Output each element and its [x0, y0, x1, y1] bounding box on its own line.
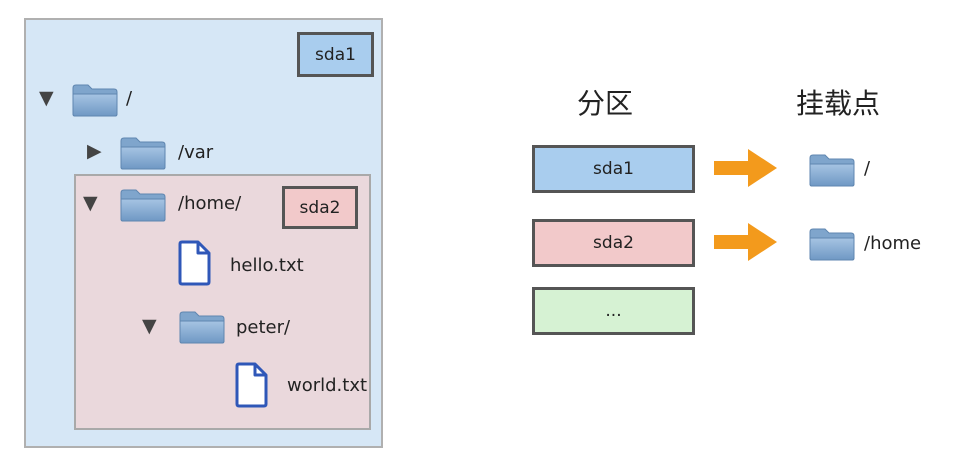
- root-folder-label: /: [126, 88, 133, 109]
- triangle-down-icon[interactable]: ▼: [142, 315, 157, 337]
- partition-box-sda2: sda2: [532, 219, 695, 267]
- file-icon: [233, 362, 269, 408]
- sda2-tag: sda2: [282, 186, 358, 229]
- mount-point-label: /: [864, 158, 871, 179]
- partition-box-other: ...: [532, 287, 695, 335]
- partition-heading: 分区: [577, 87, 634, 120]
- partition-label: sda1: [593, 159, 634, 179]
- file-icon: [176, 240, 212, 286]
- triangle-down-icon[interactable]: ▼: [83, 192, 98, 214]
- triangle-down-icon[interactable]: ▼: [39, 87, 54, 109]
- partition-box-sda1: sda1: [532, 145, 695, 193]
- folder-icon: [808, 226, 856, 262]
- folder-icon: [178, 309, 226, 345]
- peter-folder-label: peter/: [236, 317, 291, 338]
- home-folder-label: /home/: [178, 193, 242, 214]
- arrow-right-icon: [714, 222, 778, 262]
- folder-icon: [71, 82, 119, 118]
- folder-icon: [119, 135, 167, 171]
- world-file-label: world.txt: [287, 375, 368, 396]
- sda2-tag-label: sda2: [299, 197, 341, 218]
- partition-label: sda2: [593, 233, 634, 253]
- sda1-tag: sda1: [297, 32, 374, 77]
- folder-icon: [808, 152, 856, 188]
- partition-label: ...: [605, 301, 622, 321]
- mount-point-heading: 挂载点: [796, 87, 881, 120]
- sda1-tag-label: sda1: [315, 44, 356, 65]
- triangle-right-icon[interactable]: ▶: [87, 140, 102, 162]
- mount-point-label: /home: [864, 233, 922, 254]
- var-folder-label: /var: [178, 142, 214, 163]
- hello-file-label: hello.txt: [230, 255, 304, 276]
- folder-icon: [119, 187, 167, 223]
- arrow-right-icon: [714, 148, 778, 188]
